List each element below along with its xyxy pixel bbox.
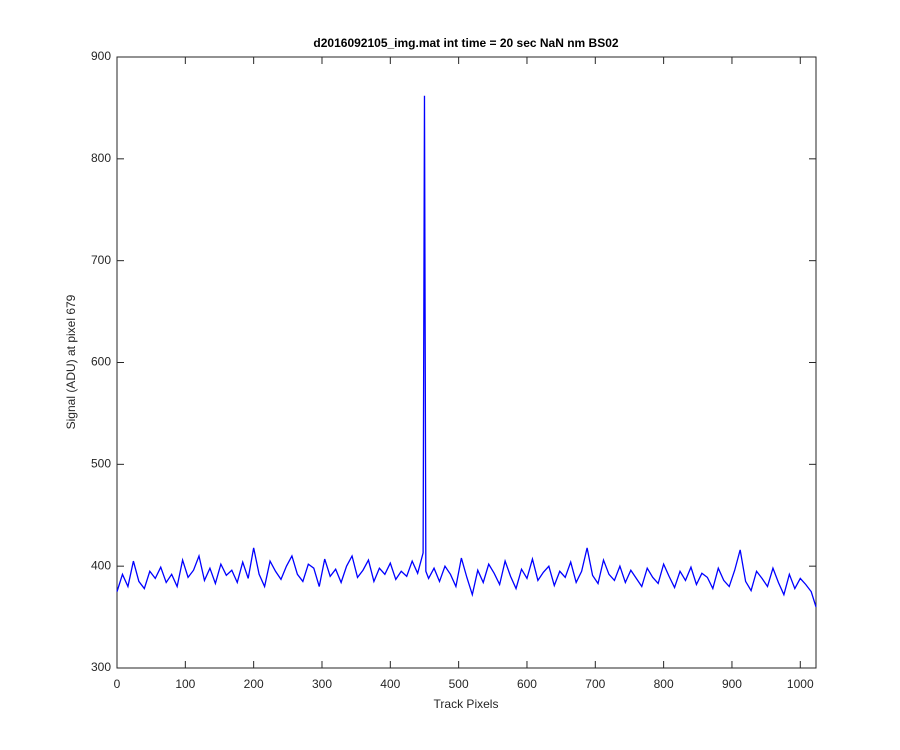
x-tick-label: 500 [449, 677, 469, 691]
y-axis-label: Signal (ADU) at pixel 679 [64, 294, 78, 429]
y-tick-label: 700 [91, 253, 111, 267]
y-tick-label: 500 [91, 457, 111, 471]
chart-title: d2016092105_img.mat int time = 20 sec Na… [313, 36, 618, 50]
y-tick-label: 400 [91, 558, 111, 572]
x-tick-label: 700 [585, 677, 605, 691]
x-tick-label: 600 [517, 677, 537, 691]
x-tick-label: 1000 [787, 677, 814, 691]
x-tick-label: 100 [175, 677, 195, 691]
x-tick-label: 200 [244, 677, 264, 691]
y-tick-label: 800 [91, 151, 111, 165]
x-tick-label: 400 [380, 677, 400, 691]
y-tick-label: 300 [91, 660, 111, 674]
x-tick-label: 800 [654, 677, 674, 691]
y-tick-label: 900 [91, 49, 111, 63]
y-tick-label: 600 [91, 355, 111, 369]
x-tick-label: 300 [312, 677, 332, 691]
x-tick-label: 0 [114, 677, 121, 691]
data-line [116, 95, 817, 608]
x-tick-label: 900 [722, 677, 742, 691]
x-axis-label: Track Pixels [434, 697, 499, 711]
